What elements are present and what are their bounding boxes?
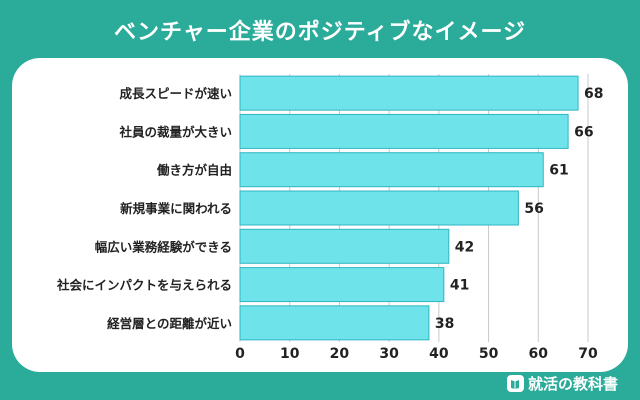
data-label: 66 [574,124,593,140]
category-label: 社会にインパクトを与えられる [56,278,232,293]
x-tick-label: 50 [479,346,499,362]
category-label: 経営層との距離が近い [107,316,232,331]
data-label: 42 [455,239,474,255]
bar [239,267,445,303]
data-label: 56 [524,201,543,217]
bar [239,190,519,226]
category-label: 働き方が自由 [156,163,232,178]
brand-footer: 就活の教科書 [506,373,618,394]
data-label: 61 [549,163,568,179]
x-tick-label: 60 [529,346,549,362]
bar [239,75,579,111]
data-label: 41 [450,278,469,294]
page-title: ベンチャー企業のポジティブなイメージ [113,20,527,45]
data-label: 68 [584,86,603,102]
x-tick-label: 30 [379,346,399,362]
book-icon [506,375,524,392]
brand-name: 就活の教科書 [527,375,618,393]
category-label: 幅広い業務経験ができる [95,239,232,254]
category-label: 成長スピードが速い [119,86,232,101]
x-tick-label: 0 [235,346,245,362]
category-label: 社員の裁量が大きい [118,124,232,139]
category-label: 新規事業に関われる [120,201,232,216]
bar [239,228,450,264]
bar [239,305,430,341]
x-tick-label: 10 [280,346,300,362]
bar [239,152,544,188]
bar [239,113,569,149]
x-tick-label: 70 [578,346,598,362]
x-tick-label: 40 [429,346,449,362]
x-tick-label: 20 [330,346,350,362]
data-label: 38 [435,316,454,332]
